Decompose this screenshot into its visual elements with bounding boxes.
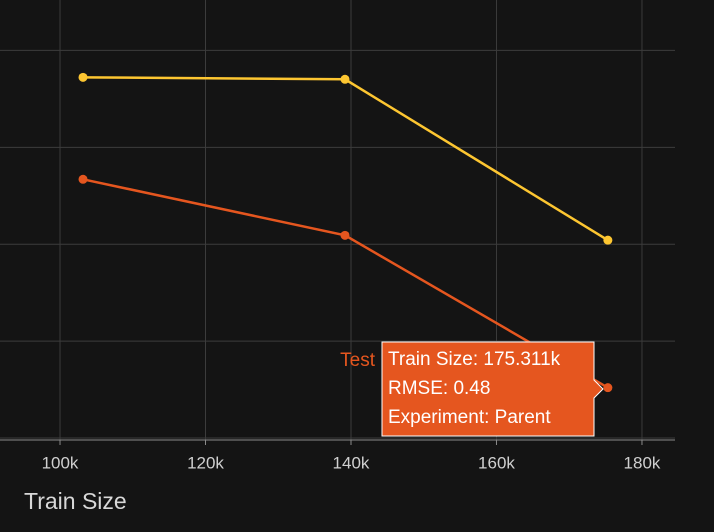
x-axis-title: Train Size <box>24 488 127 514</box>
x-tick-label: 160k <box>478 453 515 472</box>
series-line <box>83 76 609 242</box>
x-tick-label: 120k <box>187 453 224 472</box>
hover-box <box>381 341 604 437</box>
hover-series-name: Test <box>340 350 376 371</box>
data-point <box>340 74 350 84</box>
hover-line: RMSE: 0.48 <box>388 378 490 399</box>
grid <box>0 0 675 445</box>
data-point <box>78 174 88 184</box>
hover-line: Train Size: 175.311k <box>388 349 561 370</box>
hover-label: Test Train Size: 175.311k RMSE: 0.48 Exp… <box>340 341 604 437</box>
x-tick-label: 140k <box>333 453 370 472</box>
plot-area <box>78 72 613 393</box>
data-point <box>340 230 350 240</box>
data-point <box>78 72 88 82</box>
hover-line: Experiment: Parent <box>388 407 551 428</box>
data-point <box>603 235 613 245</box>
data-point <box>603 383 613 393</box>
x-tick-label: 100k <box>42 453 79 472</box>
x-tick-label: 180k <box>624 453 661 472</box>
